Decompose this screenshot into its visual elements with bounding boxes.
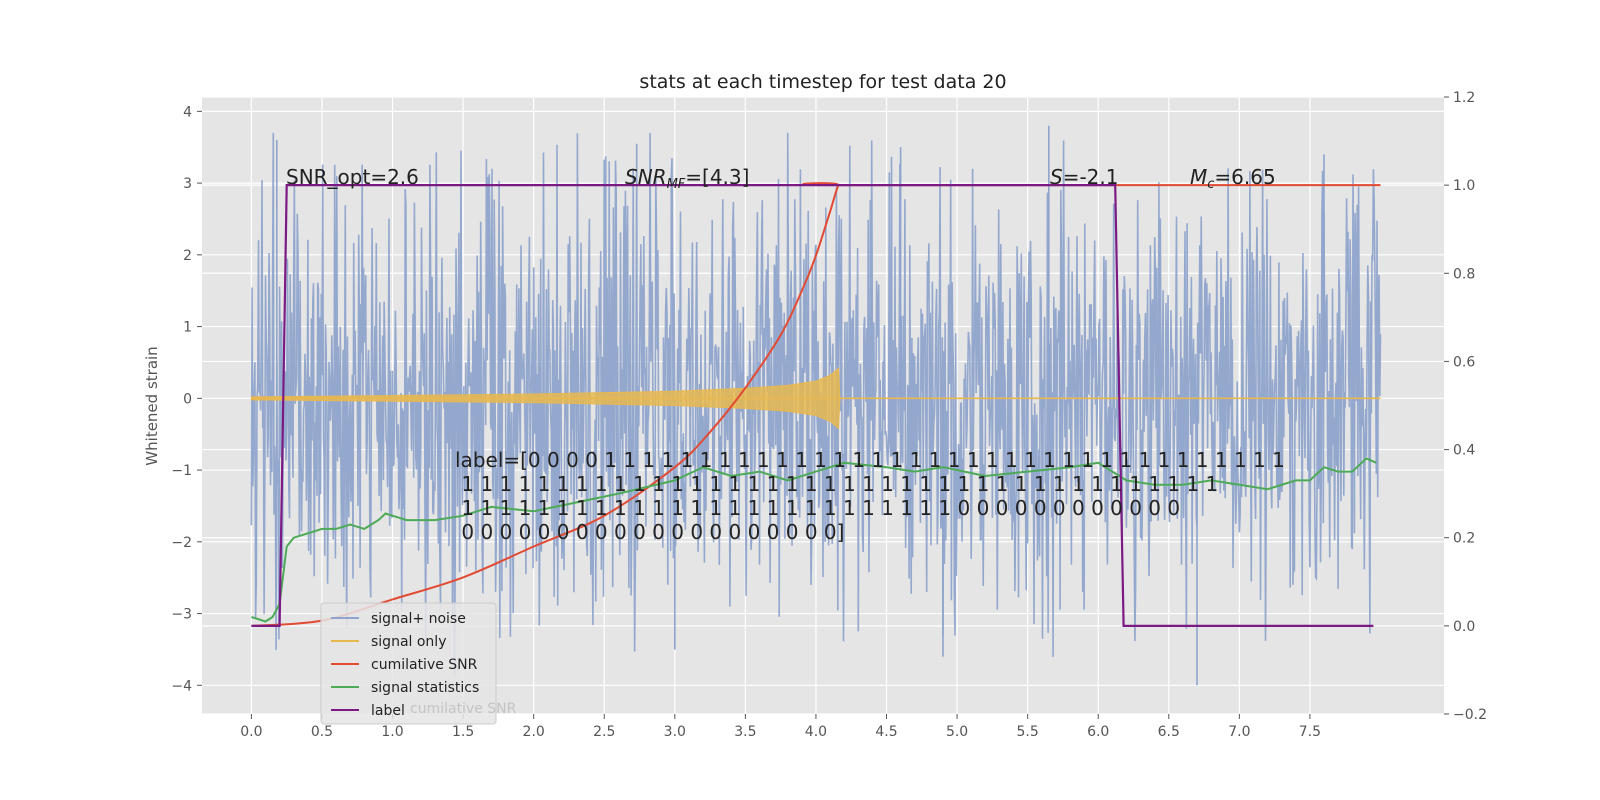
annotation-mc-value: =6.65	[1214, 165, 1275, 189]
legend-label: signal+ noise	[371, 611, 466, 627]
y-axis-right: 1.2 1.0 0.8 0.6 0.4 0.2 0.0 −0.2	[1444, 90, 1487, 723]
y-axis-title: Whitened strain	[143, 346, 161, 465]
legend: cumilative SNR signal+ noise signal only c…	[320, 602, 517, 725]
x-tick-label: 1.5	[452, 724, 474, 740]
annotation-snr-opt: SNR_opt=2.6	[286, 165, 419, 189]
signal-noise-line	[250, 132, 1382, 675]
y-tick-label: 4	[183, 104, 192, 120]
y2-tick-label: 1.0	[1453, 178, 1475, 194]
x-tick-label: 5.5	[1017, 724, 1039, 740]
x-tick-label: 2.5	[593, 724, 615, 740]
x-tick-label: 7.5	[1299, 724, 1321, 740]
x-tick-label: 0.5	[311, 724, 333, 740]
x-tick-label: 3.0	[664, 724, 686, 740]
annotation-s-value: =-2.1	[1063, 165, 1119, 189]
annotation-snr-mf-symbol: SNR	[625, 165, 667, 189]
annotation-snr-mf: SNRMF=[4.3]	[625, 165, 749, 192]
label-annotation: label=[0 0 0 0 1 1 1 1 1 1 1 1 1 1 1 1 1…	[455, 448, 1285, 544]
y-tick-label: −2	[171, 535, 192, 551]
x-tick-label: 5.0	[946, 724, 968, 740]
annotation-snr-mf-value: =[4.3]	[685, 165, 749, 189]
x-axis: 0.0 0.5 1.0 1.5 2.0 2.5 3.0 3.5 4.0 4.5 5.0 5.5 6.0 6…	[240, 714, 1321, 740]
annotation-s-symbol: S	[1050, 165, 1063, 189]
label-line-series	[251, 184, 1374, 627]
annotation-mc-subscript: c	[1207, 177, 1214, 192]
annotation-s: S=-2.1	[1050, 165, 1118, 189]
legend-box	[320, 602, 497, 725]
y2-tick-label: 0.6	[1453, 354, 1475, 370]
legend-label: label	[371, 703, 405, 719]
legend-ghost-text: cumilative SNR	[410, 701, 517, 717]
annotation-mc-symbol: M	[1190, 165, 1207, 189]
y-tick-label: −4	[171, 678, 192, 694]
y-axis-left: 4 3 2 1 0 −1 −2 −3 −4	[171, 104, 202, 694]
legend-label: signal only	[371, 634, 446, 650]
signal-noise-spikes	[276, 125, 1325, 686]
y2-tick-label: 0.8	[1453, 266, 1475, 282]
annotation-snr-mf-subscript: MF	[667, 177, 686, 192]
y-tick-label: 2	[183, 248, 192, 264]
x-tick-label: 6.5	[1158, 724, 1180, 740]
label-line: label=[0 0 0 0 1 1 1 1 1 1 1 1 1 1 1 1 1…	[455, 448, 1285, 472]
x-tick-label: 2.0	[523, 724, 545, 740]
label-line: 1 1 1 1 1 1 1 1 1 1 1 1 1 1 1 1 1 1 1 1 …	[455, 472, 1218, 496]
annotation-mc: Mc=6.65	[1190, 165, 1276, 192]
y-tick-label: 1	[183, 320, 192, 336]
legend-label: signal statistics	[371, 680, 479, 696]
y2-tick-label: 1.2	[1453, 90, 1475, 106]
signal-statistics-line	[251, 457, 1377, 623]
x-tick-label: 7.0	[1228, 724, 1250, 740]
x-tick-label: 0.0	[240, 724, 262, 740]
y2-tick-label: −0.2	[1453, 707, 1487, 723]
signal-only-series	[250, 367, 1381, 430]
chart-title: stats at each timestep for test data 20	[639, 71, 1006, 93]
x-tick-label: 6.0	[1087, 724, 1109, 740]
y2-tick-label: 0.4	[1453, 443, 1475, 459]
y-tick-label: 3	[183, 176, 192, 192]
signal-noise-series	[250, 125, 1382, 686]
x-tick-label: 4.0	[805, 724, 827, 740]
y-tick-label: −3	[171, 607, 192, 623]
label-line: 1 1 1 1 1 1 1 1 1 1 1 1 1 1 1 1 1 1 1 1 …	[455, 496, 1180, 520]
y2-tick-label: 0.0	[1453, 619, 1475, 635]
label-line: 0 0 0 0 0 0 0 0 0 0 0 0 0 0 0 0 0 0 0 0]	[455, 520, 844, 544]
y2-tick-label: 0.2	[1453, 531, 1475, 547]
x-tick-label: 4.5	[875, 724, 897, 740]
y-tick-label: −1	[171, 463, 192, 479]
line-series	[251, 182, 1381, 627]
x-tick-label: 1.0	[381, 724, 403, 740]
x-tick-label: 3.5	[734, 724, 756, 740]
legend-label: cumilative SNR	[371, 657, 478, 673]
y-tick-label: 0	[183, 391, 192, 407]
